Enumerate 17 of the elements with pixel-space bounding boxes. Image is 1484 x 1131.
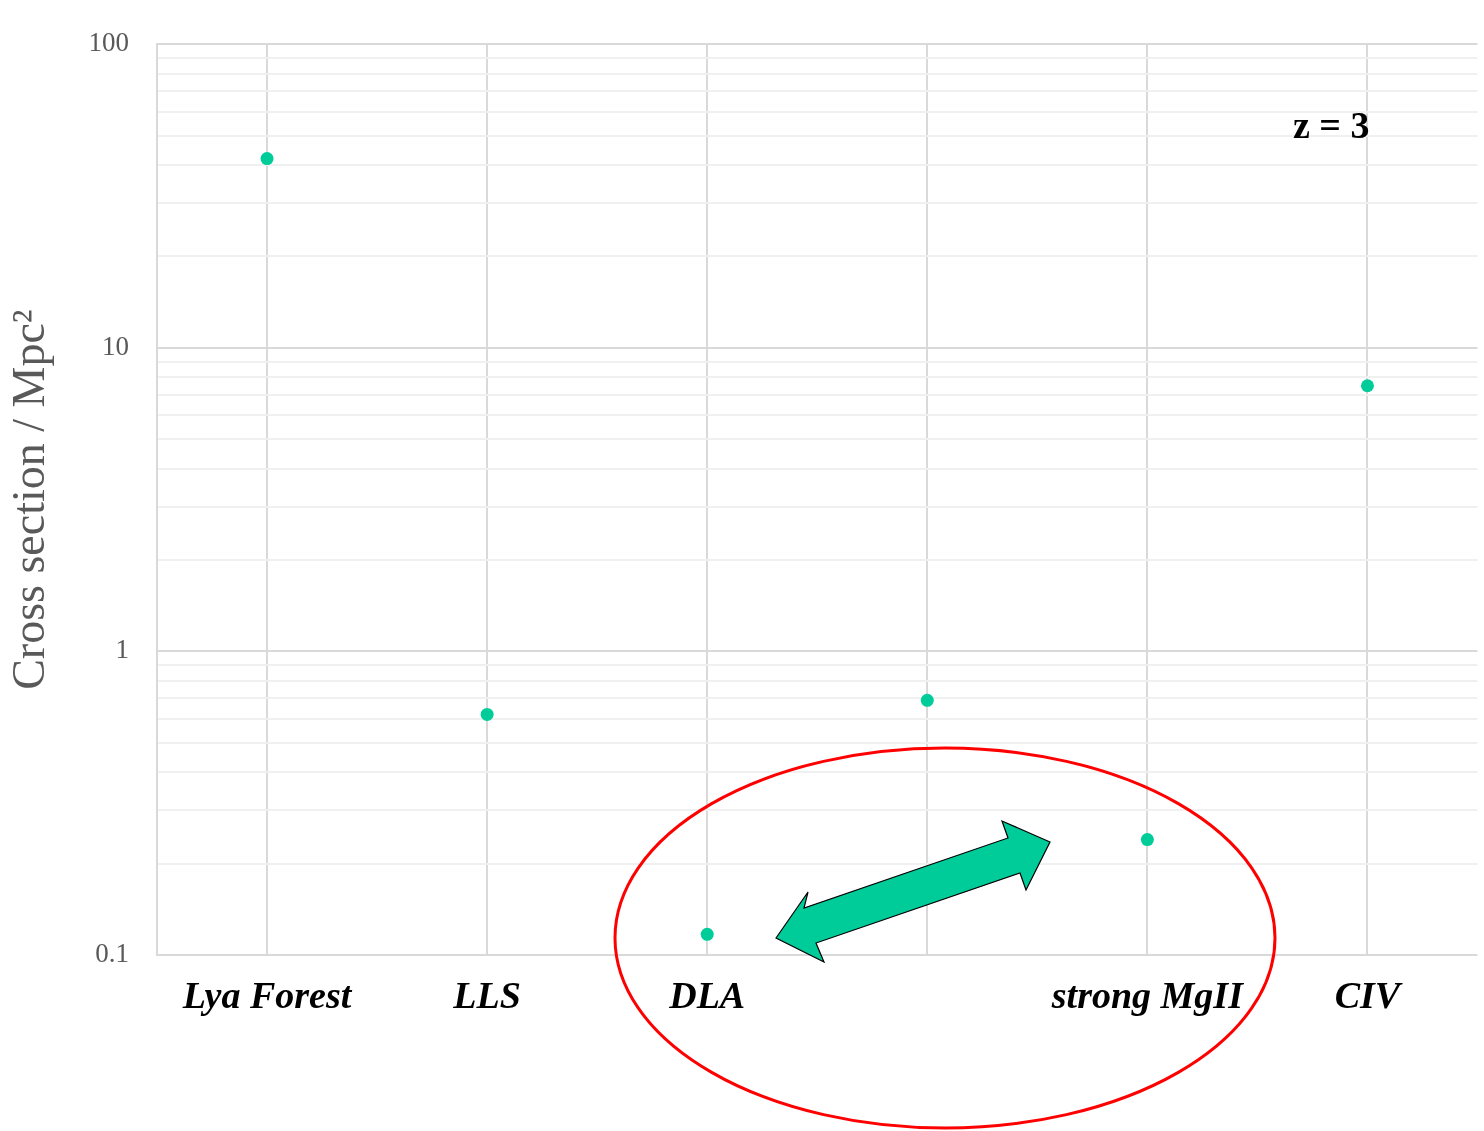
x-tick-label: LLS — [452, 973, 521, 1016]
x-tick-label: strong MgII — [1050, 973, 1245, 1016]
y-tick-label: 0.1 — [95, 938, 129, 969]
point — [1140, 833, 1154, 847]
y-axis-title: Cross section / Mpc² — [2, 309, 54, 690]
x-tick-label: CIV — [1334, 973, 1403, 1016]
annotation: z = 3 — [1292, 104, 1370, 147]
point — [260, 152, 274, 166]
y-tick-label: 100 — [88, 27, 129, 58]
x-tick-label: DLA — [668, 973, 746, 1016]
point — [1360, 379, 1374, 393]
x-tick-label: Lya Forest — [181, 973, 353, 1016]
y-tick-label: 10 — [102, 330, 129, 361]
point — [480, 707, 494, 721]
point — [920, 693, 934, 707]
y-tick-label: 1 — [115, 634, 129, 665]
point — [700, 927, 714, 941]
